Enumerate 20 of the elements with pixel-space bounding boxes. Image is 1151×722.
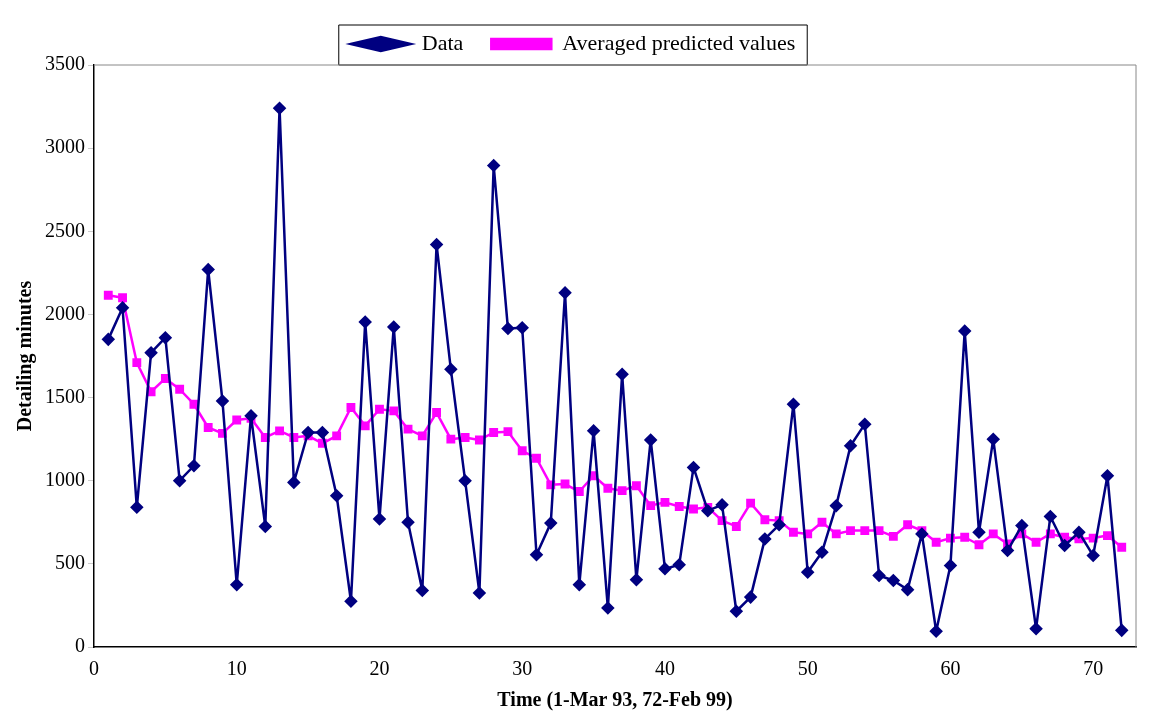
- y-tick-label: 3500: [45, 52, 85, 75]
- y-tick-label: 0: [75, 634, 85, 657]
- y-tick-label: 2500: [45, 218, 85, 241]
- x-tick-label: 20: [369, 657, 390, 680]
- x-tick-label: 70: [1083, 657, 1104, 680]
- x-tick-label: 60: [940, 657, 961, 680]
- y-tick-label: 1000: [45, 467, 85, 490]
- y-axis-title: Detailing minutes: [13, 280, 37, 432]
- x-tick-label: 0: [89, 657, 99, 680]
- y-tick-label: 500: [55, 551, 85, 574]
- legend-label: Averaged predicted values: [562, 29, 796, 55]
- y-tick-label: 1500: [45, 384, 85, 407]
- x-tick-label: 40: [654, 657, 675, 680]
- y-tick-label: 3000: [45, 135, 85, 158]
- x-tick-label: 10: [226, 657, 247, 680]
- x-tick-label: 50: [797, 657, 818, 680]
- x-tick-label: 30: [512, 657, 533, 680]
- x-axis-title: Time (1-Mar 93, 72-Feb 99): [497, 688, 733, 712]
- y-tick-label: 2000: [45, 301, 85, 324]
- legend-label: Data: [421, 29, 464, 55]
